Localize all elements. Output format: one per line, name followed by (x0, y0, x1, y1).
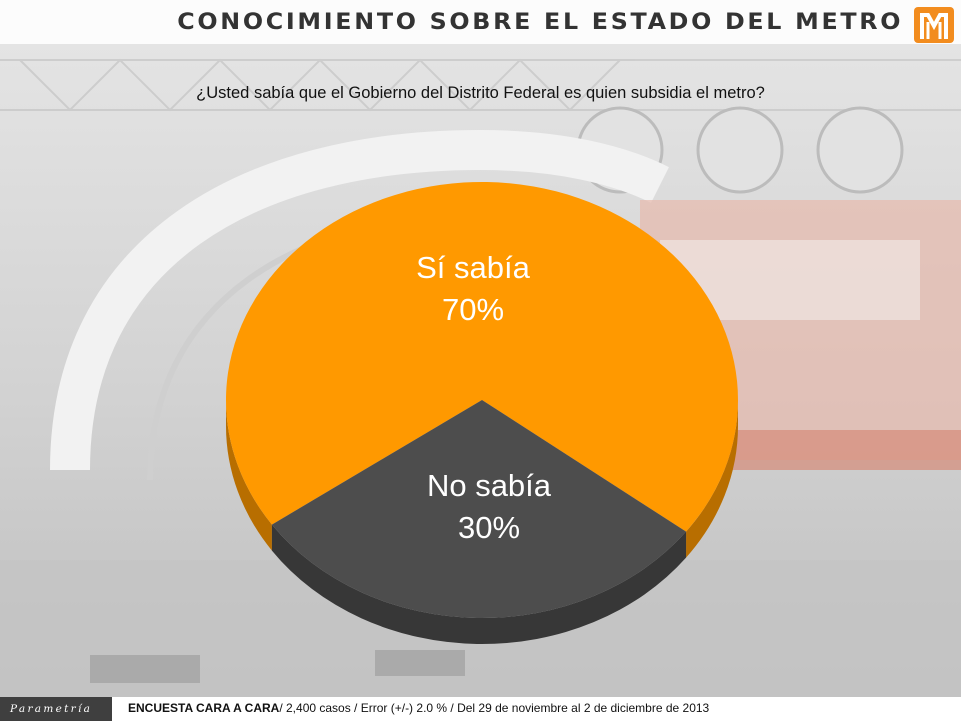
pie-slice-no-sabia (271, 400, 687, 618)
survey-details: / 2,400 casos / Error (+/-) 2.0 % / Del … (279, 701, 710, 715)
header-title: CONOCIMIENTO SOBRE EL ESTADO DEL METRO (177, 10, 903, 35)
pie-side-si-sabia (226, 400, 272, 551)
metro-logo-icon (914, 7, 954, 43)
pie-side-no-sabia (271, 524, 687, 644)
footer-text: ENCUESTA CARA A CARA/ 2,400 casos / Erro… (128, 701, 709, 715)
brand-logo: Parametría (0, 697, 112, 721)
data-label-value-no-sabia: 30% (458, 510, 520, 545)
data-label-name-si-sabia: Sí sabía (416, 250, 530, 285)
pie-slice-si-sabia (225, 181, 739, 532)
survey-label: ENCUESTA CARA A CARA (128, 701, 280, 715)
header-bar (0, 0, 961, 44)
survey-question: ¿Usted sabía que el Gobierno del Distrit… (196, 84, 765, 102)
data-label-name-no-sabia: No sabía (427, 468, 552, 503)
data-label-value-si-sabia: 70% (442, 292, 504, 327)
footer: Parametría ENCUESTA CARA A CARA/ 2,400 c… (0, 697, 961, 721)
pie-side-si-sabia-b (686, 400, 738, 558)
